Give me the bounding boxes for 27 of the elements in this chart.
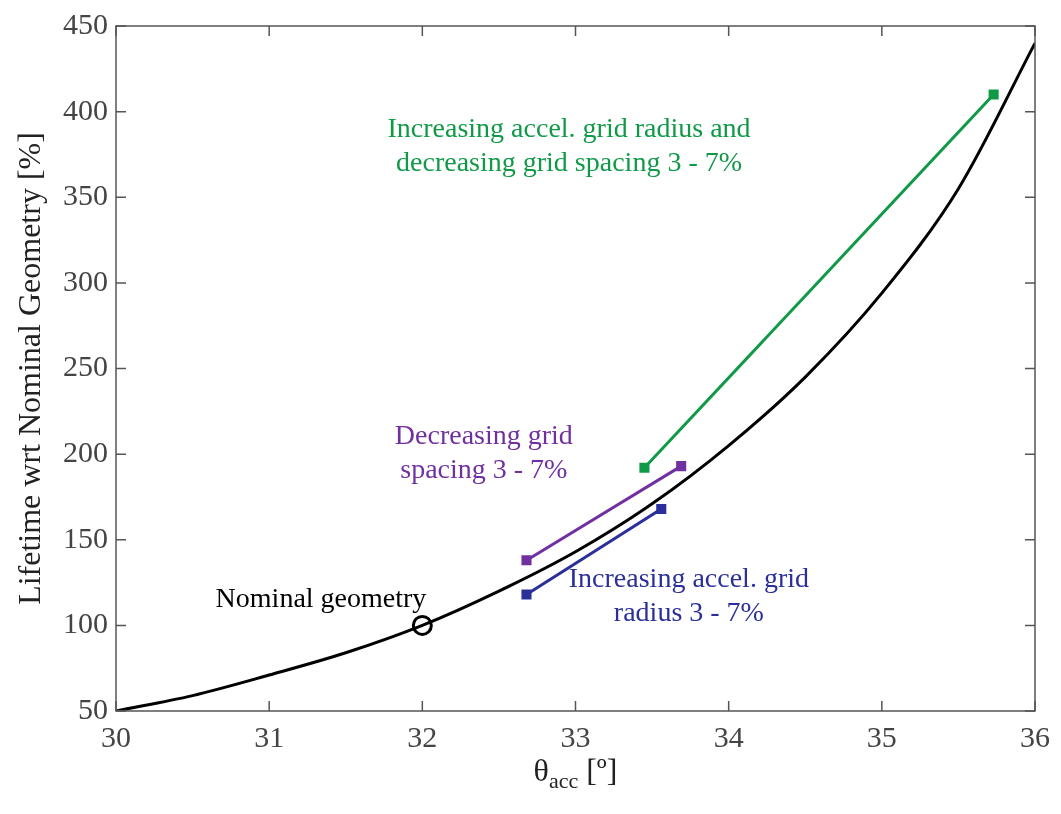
y-tick-label: 250 bbox=[63, 349, 108, 383]
text: Increasing accel. grid radius and decreasing grid spacing 3 - 7% bbox=[387, 111, 751, 177]
x-tick-label: 33 bbox=[560, 719, 591, 753]
x-tick-label: 31 bbox=[254, 719, 285, 753]
y-tick-label: 450 bbox=[63, 6, 108, 40]
y-tick-label: 300 bbox=[63, 263, 108, 297]
point bbox=[656, 503, 667, 514]
point bbox=[521, 589, 532, 600]
point bbox=[676, 461, 687, 472]
y-tick-label: 400 bbox=[63, 92, 108, 126]
annotation: Nominal geometry bbox=[215, 581, 427, 613]
point bbox=[988, 89, 999, 100]
point bbox=[411, 614, 433, 636]
series-label: Increasing accel. grid radius 3 - 7% bbox=[568, 562, 809, 628]
y-axis-title: Lifetime wrt Nominal Geometry [%] bbox=[10, 132, 47, 605]
x-tick-label: 32 bbox=[407, 719, 438, 753]
series-label: Decreasing grid spacing 3 - 7% bbox=[394, 418, 573, 484]
x-tick-label: 36 bbox=[1020, 719, 1050, 753]
x-tick-label: 35 bbox=[866, 719, 897, 753]
x-axis-title: θ$_{acc}$ [º] bbox=[532, 752, 619, 795]
y-tick-label: 200 bbox=[63, 435, 108, 468]
point bbox=[639, 462, 650, 473]
y-tick-label: 150 bbox=[63, 520, 108, 554]
y-tick-label: 100 bbox=[63, 606, 108, 640]
point bbox=[521, 555, 532, 566]
x-tick-label: 34 bbox=[713, 719, 744, 753]
y-tick-label: 350 bbox=[63, 178, 108, 212]
